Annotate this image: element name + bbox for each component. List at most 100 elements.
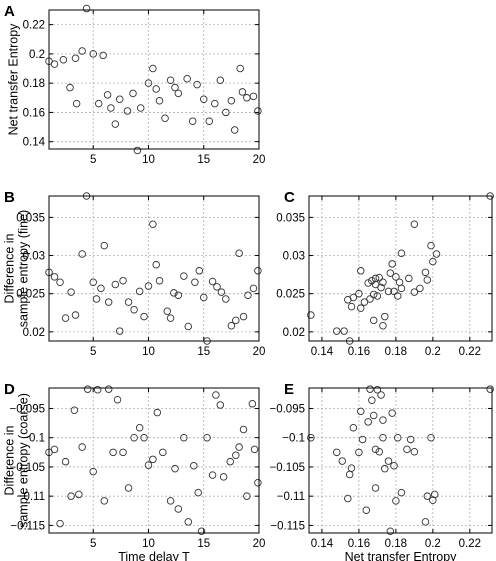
x-tick-label: 0.16 (348, 346, 370, 358)
y-tick-label: 0.16 (23, 107, 45, 119)
data-point (83, 385, 92, 393)
data-point (349, 293, 358, 302)
data-point (212, 391, 220, 399)
y-tick-label: −0.095 (10, 403, 46, 415)
data-point (254, 478, 262, 487)
data-point (208, 471, 217, 479)
data-point (358, 435, 367, 444)
data-point (357, 407, 365, 416)
x-tick-label: 20 (253, 346, 266, 358)
data-point (379, 321, 387, 330)
data-point (124, 484, 133, 492)
axes-frame (308, 195, 493, 342)
axes-frame (308, 387, 493, 534)
data-point (249, 284, 258, 293)
data-point (59, 55, 68, 64)
data-point (239, 312, 248, 321)
data-point (226, 457, 235, 466)
data-point (390, 287, 398, 296)
plot-area (49, 10, 259, 149)
axes-frame (48, 9, 260, 150)
data-point (205, 117, 214, 125)
data-point (369, 316, 378, 325)
data-point (230, 126, 239, 134)
data-point (111, 280, 120, 289)
y-tick-label: −0.11 (277, 491, 305, 503)
data-point (67, 492, 75, 500)
data-point (405, 274, 413, 283)
data-point (213, 283, 221, 291)
data-point (56, 519, 64, 528)
data-point (174, 505, 183, 513)
data-point (153, 408, 162, 417)
data-point (70, 406, 79, 414)
data-point (171, 83, 179, 92)
y-tick-label: 0.035 (16, 212, 45, 224)
data-point (152, 85, 160, 93)
data-point (199, 293, 208, 302)
panel-label: A (4, 3, 15, 20)
data-point (71, 311, 80, 319)
data-point (195, 267, 204, 275)
data-point (397, 249, 406, 257)
y-tick-label: 0.14 (23, 137, 46, 149)
data-point (238, 88, 247, 96)
data-point (170, 289, 178, 297)
data-point (124, 298, 133, 306)
data-point (100, 241, 109, 250)
data-point (89, 467, 97, 476)
data-point (155, 276, 164, 285)
y-tick-label: 0.025 (16, 289, 45, 301)
data-point (222, 108, 230, 117)
data-point (50, 273, 59, 281)
data-point (371, 274, 380, 283)
y-tick-label: −0.115 (10, 520, 45, 532)
data-point (61, 314, 70, 322)
data-point (369, 411, 378, 420)
data-point (115, 95, 124, 104)
data-point (355, 448, 363, 457)
y-tick-label: −0.105 (270, 462, 306, 474)
y-tick-label: −0.1 (282, 433, 305, 445)
data-point (199, 95, 208, 104)
data-point (371, 280, 380, 289)
data-point (184, 518, 193, 526)
data-point (93, 386, 102, 394)
data-point (243, 492, 251, 500)
y-tick-label: 0.03 (23, 251, 45, 263)
data-point (152, 260, 160, 269)
data-point (99, 51, 107, 60)
data-point (332, 327, 341, 335)
data-point (349, 424, 358, 432)
y-axis-label: sample entropy (coarse) (16, 393, 30, 528)
panel-label: C (284, 189, 295, 206)
data-point (140, 433, 148, 442)
data-point (97, 284, 105, 293)
x-tick-label: 5 (90, 538, 96, 550)
x-tick-label: 0.14 (311, 346, 334, 358)
data-point (89, 278, 97, 286)
x-tick-label: 0.2 (425, 538, 441, 550)
x-tick-label: 0.14 (311, 538, 334, 550)
data-point (360, 298, 369, 306)
data-point (384, 457, 393, 465)
data-point (392, 273, 400, 281)
data-point (377, 283, 385, 292)
x-tick-label: 0.18 (385, 538, 407, 550)
data-point (180, 272, 188, 280)
data-point (183, 75, 191, 83)
data-point (427, 241, 435, 250)
data-point (379, 278, 387, 286)
data-point (338, 457, 347, 465)
x-tick-label: 10 (142, 538, 155, 550)
data-point (133, 146, 142, 155)
data-point (227, 321, 236, 330)
data-point (166, 76, 175, 84)
data-point (388, 260, 396, 268)
y-tick-label: 0.035 (276, 212, 305, 224)
data-point (248, 400, 257, 408)
data-point (347, 302, 356, 311)
data-point (130, 305, 138, 314)
data-point (155, 96, 164, 105)
